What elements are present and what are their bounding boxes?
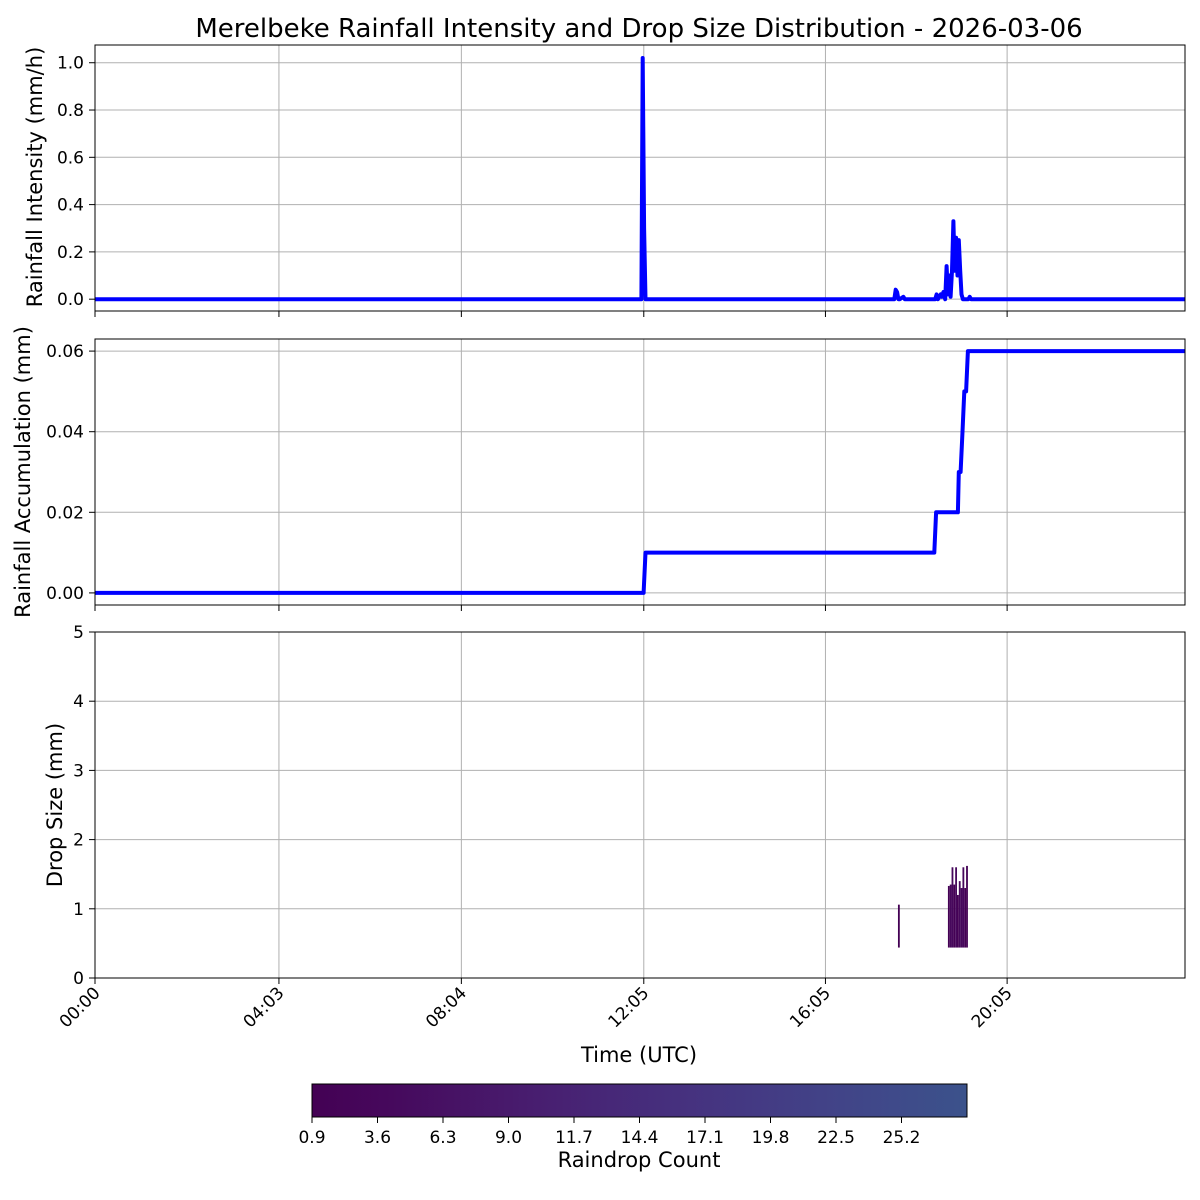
heatmap-cell [953, 884, 956, 948]
accumulation-panel: Rainfall Accumulation (mm) 0.00 0.02 0.04 0… [11, 326, 1186, 618]
series-line [95, 56, 1185, 302]
heatmap-cell [947, 885, 950, 948]
heatmap-cell [964, 888, 967, 948]
colorbar-tick-label: 3.6 [364, 1128, 391, 1148]
colorbar-tick-label: 14.4 [621, 1128, 659, 1148]
colorbar: Raindrop Count 0.9 3.6 6.3 9.0 11.7 14.4 17.1 1… [298, 1083, 968, 1172]
heatmap-cell [957, 894, 959, 948]
x-axis-label: Time (UTC) [580, 1043, 697, 1067]
heatmap-cell [897, 904, 900, 948]
colorbar-tick-label: 22.5 [817, 1128, 855, 1148]
heatmap-cell [951, 867, 954, 948]
drop-size-y-axis-label: Drop Size (mm) [43, 723, 67, 887]
x-tick-label: 16:05 [786, 983, 835, 1032]
y-tick-label: 3 [73, 761, 84, 781]
colorbar-gradient [311, 1083, 968, 1118]
axes-frame [94, 44, 1186, 312]
y-tick-label: 4 [73, 692, 84, 712]
intensity-panel: Rainfall Intensity (mm/h) 0.0 0.2 0.4 0.6 0.… [23, 44, 1186, 317]
y-tick-label: 1.0 [57, 54, 84, 74]
y-tick-label: 0.00 [46, 584, 84, 604]
y-tick-label: 0 [73, 969, 84, 989]
axes-frame [94, 631, 1186, 979]
y-tick-label: 5 [73, 623, 84, 643]
colorbar-label: Raindrop Count [558, 1148, 721, 1172]
colorbar-tick-label: 11.7 [555, 1128, 593, 1148]
y-tick-label: 0.2 [57, 243, 84, 263]
y-tick-label: 2 [73, 831, 84, 851]
y-tick-label: 0.6 [57, 148, 84, 168]
y-tick-label: 0.8 [57, 101, 84, 121]
colorbar-tick-label: 6.3 [429, 1128, 456, 1148]
intensity-y-axis-label: Rainfall Intensity (mm/h) [23, 47, 47, 308]
accumulation-y-axis-label: Rainfall Accumulation (mm) [11, 326, 35, 618]
y-tick-label: 0.0 [57, 290, 84, 310]
axes-frame [94, 338, 1186, 606]
y-tick-label: 0.04 [46, 423, 84, 443]
x-tick-label: 04:03 [240, 983, 289, 1032]
heatmap-cell [958, 881, 961, 948]
series-line [95, 349, 1185, 595]
x-tick-label: 08:04 [422, 983, 471, 1032]
y-tick-label: 1 [73, 900, 84, 920]
chart-title: Merelbeke Rainfall Intensity and Drop Si… [195, 14, 1082, 44]
x-tick-label: 20:05 [968, 983, 1017, 1032]
colorbar-tick-label: 25.2 [883, 1128, 921, 1148]
y-tick-label: 0.02 [46, 503, 84, 523]
heatmap-cell [949, 884, 952, 948]
heatmap-cell [962, 867, 965, 948]
heatmap-cell [960, 888, 963, 948]
colorbar-tick-label: 17.1 [686, 1128, 724, 1148]
colorbar-tick-label: 0.9 [298, 1128, 325, 1148]
drop-size-panel: Drop Size (mm) 0 1 2 3 4 5 00:00 04:03 08:04 12:0… [43, 623, 1186, 1032]
heatmap-cell [966, 865, 968, 948]
x-tick-label: 00:00 [56, 983, 105, 1032]
colorbar-tick-label: 19.8 [752, 1128, 790, 1148]
x-tick-label: 12:05 [605, 983, 654, 1032]
heatmap-cell [955, 867, 958, 948]
y-tick-label: 0.4 [57, 196, 84, 216]
colorbar-tick-label: 9.0 [495, 1128, 522, 1148]
y-tick-label: 0.06 [46, 342, 84, 362]
